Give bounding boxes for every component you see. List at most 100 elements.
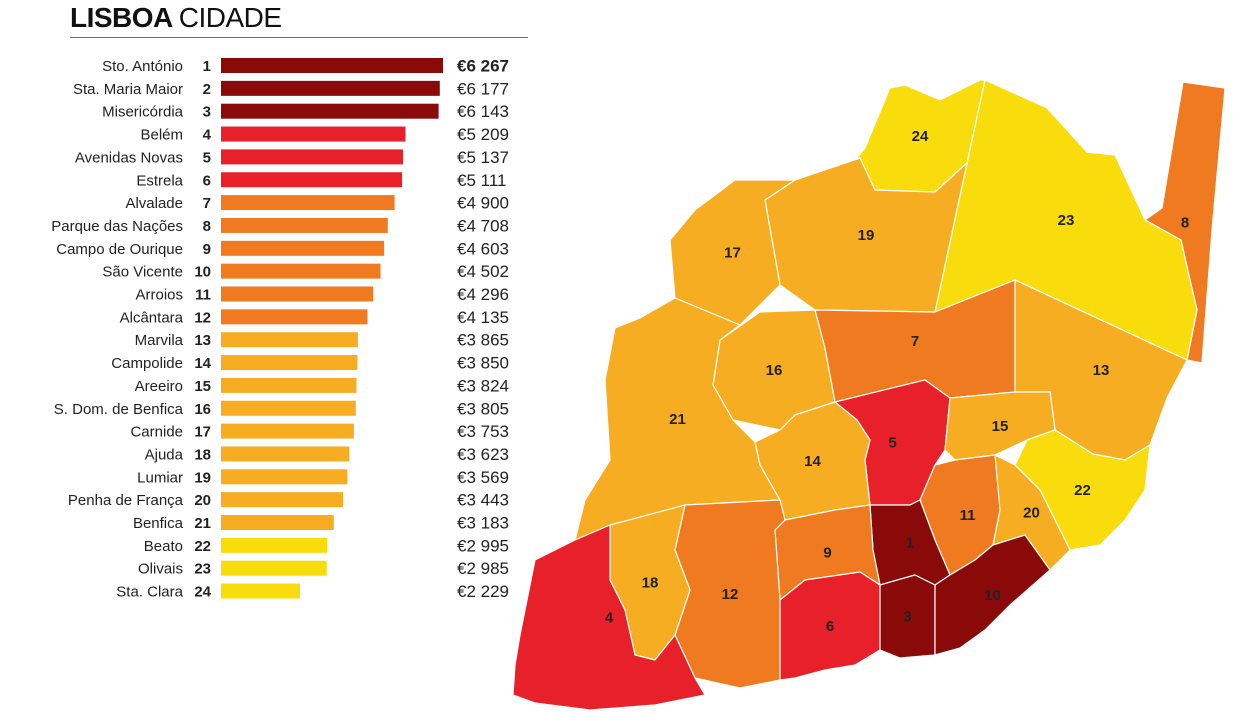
- map-region-label: 23: [1058, 212, 1075, 229]
- category-label: São Vicente: [102, 264, 183, 281]
- bar: [221, 400, 356, 416]
- map-region-label: 20: [1023, 505, 1040, 522]
- category-label: Campo de Ourique: [56, 241, 183, 258]
- rank-label: 16: [194, 401, 211, 418]
- map-region-label: 22: [1074, 482, 1091, 499]
- category-label: Sto. António: [102, 58, 183, 75]
- bar: [221, 240, 385, 256]
- value-label: €4 296: [457, 285, 509, 304]
- bar-row: Alcântara 12 €4 135: [120, 308, 509, 327]
- bar: [221, 355, 358, 371]
- bar: [221, 537, 328, 553]
- category-label: Arroios: [135, 287, 183, 304]
- map-region-label: 13: [1093, 362, 1110, 379]
- category-label: Belém: [140, 127, 183, 144]
- bar: [221, 332, 358, 348]
- bar-row: Avenidas Novas 5 €5 137: [75, 148, 509, 167]
- map-region-label: 17: [724, 245, 741, 262]
- map-region-19: [764, 157, 968, 313]
- rank-label: 20: [194, 492, 211, 509]
- bar-row: Arroios 11 €4 296: [135, 285, 509, 304]
- category-label: Ajuda: [145, 446, 184, 463]
- rank-label: 22: [194, 538, 211, 555]
- bar-row: Campo de Ourique 9 €4 603: [56, 239, 509, 258]
- bar-row: Carnide 17 €3 753: [130, 422, 509, 441]
- bar-row: Beato 22 €2 995: [144, 536, 509, 555]
- category-label: Alcântara: [120, 309, 184, 326]
- category-label: Penha de França: [68, 492, 184, 509]
- value-label: €4 603: [457, 239, 509, 258]
- map-region-label: 9: [823, 545, 831, 562]
- bar-row: Sto. António 1 €6 267: [102, 57, 509, 76]
- category-label: Parque das Nações: [51, 218, 183, 235]
- value-label: €2 229: [457, 582, 509, 601]
- bar: [221, 126, 406, 142]
- value-label: €3 569: [457, 468, 509, 487]
- map-region-label: 11: [960, 507, 976, 524]
- bar: [221, 377, 357, 393]
- bar: [221, 309, 368, 325]
- bar-row: Alvalade 7 €4 900: [125, 194, 509, 213]
- map-regions: [512, 80, 1226, 711]
- category-label: Estrela: [136, 172, 183, 189]
- bar: [221, 172, 403, 188]
- bar: [221, 560, 327, 576]
- bar-row: S. Dom. de Benfica 16 €3 805: [54, 399, 509, 418]
- rank-label: 8: [203, 218, 211, 235]
- map-region-label: 8: [1181, 215, 1189, 232]
- rank-label: 5: [203, 149, 211, 166]
- bar: [221, 515, 334, 530]
- map-region-20: [992, 454, 1071, 571]
- bar-row: Estrela 6 €5 111: [136, 171, 506, 190]
- value-label: €2 985: [457, 559, 509, 578]
- rank-label: 3: [203, 104, 211, 121]
- category-label: Areeiro: [135, 378, 183, 395]
- map-region-label: 12: [722, 586, 739, 603]
- value-label: €4 708: [457, 216, 509, 235]
- category-label: Marvila: [135, 332, 184, 349]
- category-label: Lumiar: [137, 469, 183, 486]
- bar-row: Marvila 13 €3 865: [135, 331, 509, 350]
- value-label: €6 267: [457, 57, 509, 76]
- category-label: Beato: [144, 538, 183, 555]
- category-label: Misericórdia: [102, 104, 184, 121]
- title-bold: LISBOA: [70, 2, 173, 33]
- bar: [221, 286, 374, 302]
- value-label: €5 111: [457, 171, 506, 190]
- rank-label: 2: [203, 81, 211, 98]
- bar-row: Benfica 21 €3 183: [133, 514, 509, 533]
- category-label: Alvalade: [125, 195, 183, 212]
- bar-row: Sta. Maria Maior 2 €6 177: [73, 79, 509, 98]
- value-label: €5 137: [457, 148, 509, 167]
- rank-label: 18: [194, 446, 211, 463]
- value-label: €3 753: [457, 422, 509, 441]
- rank-label: 17: [194, 424, 211, 441]
- rank-label: 12: [194, 309, 211, 326]
- bar-row: Areeiro 15 €3 824: [135, 376, 509, 395]
- map-region-6: [779, 571, 881, 681]
- rank-label: 1: [203, 58, 211, 75]
- value-label: €4 502: [457, 262, 509, 281]
- map-region-label: 7: [911, 333, 919, 350]
- rank-label: 19: [194, 469, 211, 486]
- bar-row: Olivais 23 €2 985: [138, 559, 509, 578]
- map-region-label: 19: [858, 227, 875, 244]
- value-label: €3 824: [457, 376, 509, 395]
- bar-row: Parque das Nações 8 €4 708: [51, 216, 509, 235]
- category-label: Olivais: [138, 561, 183, 578]
- rank-label: 10: [194, 264, 211, 281]
- bar-row: Campolide 14 €3 850: [111, 354, 509, 373]
- category-label: Campolide: [111, 355, 183, 372]
- value-label: €3 183: [457, 514, 509, 533]
- chart-title: LISBOA CIDADE: [70, 0, 282, 36]
- map-region-label: 3: [903, 609, 911, 626]
- value-label: €3 865: [457, 331, 509, 350]
- value-label: €3 805: [457, 399, 509, 418]
- bar: [221, 58, 443, 73]
- rank-label: 6: [203, 172, 211, 189]
- bar-row: Belém 4 €5 209: [140, 125, 509, 144]
- category-label: Carnide: [130, 424, 183, 441]
- bar: [221, 469, 348, 485]
- bar-row: Penha de França 20 €3 443: [68, 491, 509, 510]
